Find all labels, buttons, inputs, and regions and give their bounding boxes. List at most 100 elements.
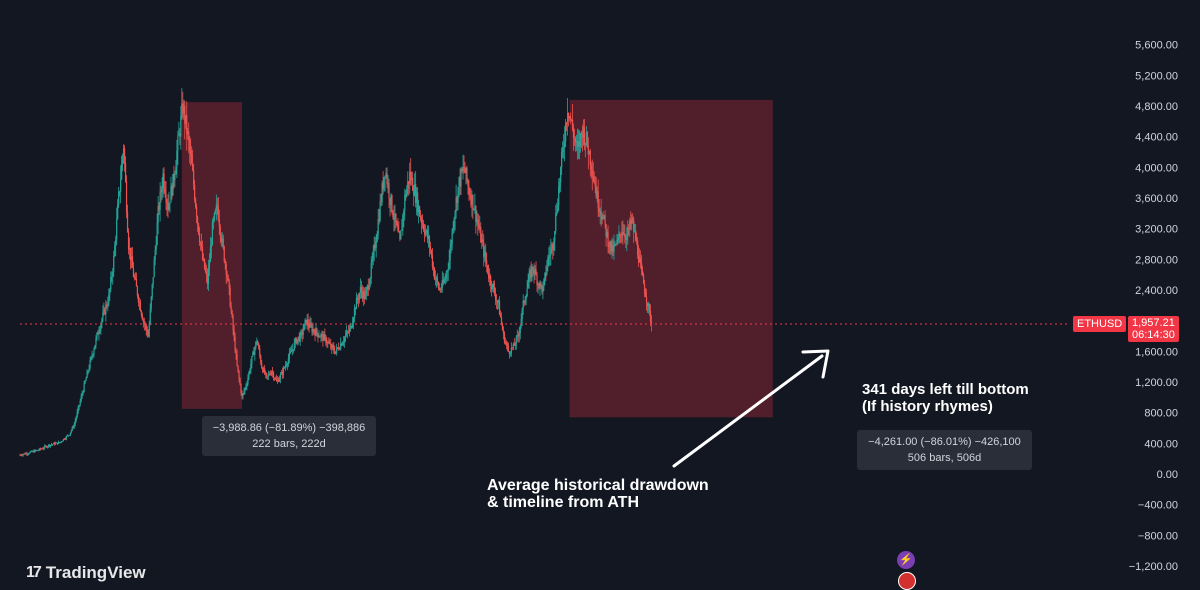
candle-body <box>323 334 325 341</box>
candle-body <box>546 266 548 275</box>
candle-body <box>44 446 46 449</box>
candle-body <box>369 278 371 285</box>
candle-body <box>567 113 569 124</box>
candle-body <box>60 441 63 443</box>
candle-body <box>159 191 161 211</box>
candle-body <box>413 190 415 196</box>
candle-body <box>443 281 445 283</box>
candle-body <box>530 270 532 278</box>
candle-body <box>70 430 72 433</box>
candle-body <box>314 331 316 336</box>
purple-lightning-icon[interactable]: ⚡ <box>897 551 915 569</box>
candle-body <box>569 116 572 120</box>
tradingview-wordmark: TradingView <box>45 563 146 582</box>
candle-body <box>542 286 544 293</box>
candle-body <box>583 127 585 146</box>
candle-body <box>500 317 503 324</box>
candle-body <box>339 348 341 350</box>
price-axis[interactable]: 5,600.00 5,200.00 4,800.00 4,400.00 4,000.00… <box>1129 40 1178 573</box>
flag-icon[interactable] <box>898 572 916 590</box>
candle-body <box>25 453 27 455</box>
candle-body <box>383 177 385 189</box>
candle-body <box>560 167 562 183</box>
candle-body <box>547 257 549 267</box>
candle-body <box>344 337 346 342</box>
price-axis-tick: −400.00 <box>1138 500 1178 512</box>
candle-body <box>30 451 32 453</box>
candle-body <box>265 372 267 374</box>
candle-body <box>225 263 227 275</box>
candle-body <box>402 215 404 230</box>
candle-body <box>237 365 239 372</box>
candle-body <box>97 332 99 335</box>
candle-body <box>408 181 410 184</box>
candle-body <box>563 147 565 148</box>
candle-body <box>67 435 69 437</box>
candle-body <box>321 334 323 336</box>
candle-body <box>254 347 256 355</box>
candle-body <box>437 282 439 288</box>
candle-body <box>300 332 302 334</box>
candle-body <box>271 371 274 373</box>
candle-body <box>497 300 500 303</box>
candle-body <box>486 260 488 266</box>
candle-body <box>197 217 199 224</box>
candle-body <box>595 186 597 198</box>
candle-body <box>284 365 287 368</box>
candle-body <box>556 211 558 214</box>
candle-body <box>465 167 467 173</box>
candle-body <box>503 333 506 343</box>
candle-body <box>271 371 273 375</box>
candle-body <box>561 152 563 168</box>
candle-body <box>101 319 103 324</box>
candle-body <box>197 223 200 234</box>
candle-body <box>232 316 234 330</box>
candle-body <box>111 276 113 278</box>
candle-body <box>467 180 469 186</box>
drawdown-stats-1-bars: 222 bars, 222d <box>252 438 326 450</box>
price-axis-tick: 5,200.00 <box>1135 70 1178 82</box>
candle-body <box>366 285 368 290</box>
candle-body <box>121 163 123 180</box>
candle-body <box>263 368 265 372</box>
candle-body <box>616 240 618 245</box>
drawdown-stats-1: −3,988.86 (−81.89%) −398,886 222 bars, 2… <box>202 416 376 456</box>
candle-body <box>239 378 241 385</box>
candle-body <box>535 269 537 275</box>
price-axis-tick: 2,400.00 <box>1135 285 1178 297</box>
price-axis-tick: −800.00 <box>1138 530 1178 542</box>
candle-body <box>148 323 150 337</box>
candle-body <box>22 454 24 456</box>
candle-body <box>517 335 519 337</box>
candle-body <box>194 184 196 200</box>
candle-body <box>539 282 541 288</box>
candle-body <box>410 171 412 181</box>
drawdown-zone[interactable] <box>569 99 773 418</box>
candle-body <box>514 344 516 346</box>
candle-body <box>574 138 577 143</box>
candle-body <box>414 184 416 196</box>
candle-body <box>356 297 359 300</box>
candle-body <box>641 270 644 275</box>
candle-body <box>581 132 583 139</box>
tradingview-logo[interactable]: 17 TradingView <box>26 563 146 583</box>
candle-body <box>350 326 353 328</box>
candle-body <box>195 199 197 207</box>
candle-body <box>328 341 330 344</box>
candle-body <box>258 345 260 349</box>
candle-body <box>448 259 450 269</box>
candle-body <box>607 232 609 247</box>
candle-body <box>224 261 226 264</box>
candle-body <box>248 372 250 378</box>
candle-body <box>220 235 222 242</box>
candle-body <box>76 411 78 417</box>
candle-body <box>591 169 593 176</box>
candle-body <box>582 127 584 139</box>
candle-body <box>471 194 473 205</box>
candle-body <box>161 188 163 192</box>
candle-body <box>160 191 162 193</box>
candle-body <box>227 276 229 280</box>
candle-body <box>382 183 384 189</box>
candle-body <box>395 213 397 223</box>
